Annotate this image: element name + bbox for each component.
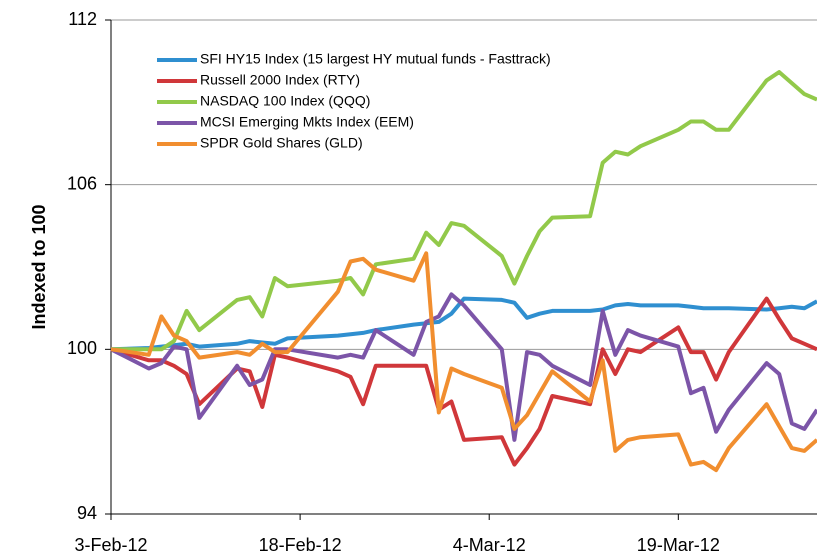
y-tick-label: 106: [67, 173, 97, 193]
series-line: [110, 251, 817, 473]
x-tick-label: 3-Feb-12: [74, 535, 147, 555]
series-line: [111, 70, 817, 352]
y-axis-label: Indexed to 100: [29, 204, 49, 329]
legend-label: SPDR Gold Shares (GLD): [200, 135, 363, 151]
y-tick-label: 100: [67, 338, 97, 358]
x-tick-label: 4-Mar-12: [453, 535, 526, 555]
series-line: [110, 292, 817, 442]
legend-label: SFI HY15 Index (15 largest HY mutual fun…: [200, 51, 551, 67]
legend-label: MCSI Emerging Mkts Index (EEM): [200, 114, 414, 130]
series-line: [110, 296, 817, 352]
x-tick-label: 19-Mar-12: [637, 535, 720, 555]
x-tick-label: 18-Feb-12: [259, 535, 342, 555]
series-line: [110, 296, 817, 467]
legend-label: NASDAQ 100 Index (QQQ): [200, 93, 370, 109]
y-tick-label: 112: [68, 9, 97, 29]
y-tick-label: 94: [77, 503, 97, 523]
legend-label: Russell 2000 Index (RTY): [200, 72, 360, 88]
